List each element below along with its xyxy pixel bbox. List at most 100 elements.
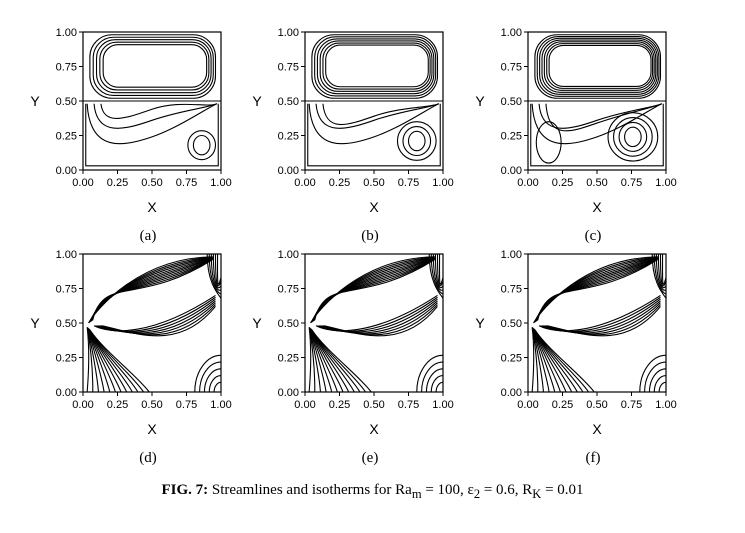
streamline bbox=[326, 45, 429, 87]
isotherm bbox=[654, 376, 666, 392]
x-tick-label: 0.25 bbox=[107, 177, 128, 189]
isotherm bbox=[214, 382, 221, 392]
panel-label: (a) bbox=[140, 228, 157, 244]
y-tick-label: 0.25 bbox=[501, 131, 522, 143]
caption-prefix: FIG. 7: bbox=[161, 482, 208, 498]
streamline bbox=[549, 45, 651, 86]
streamline bbox=[323, 43, 430, 89]
isotherm bbox=[645, 362, 666, 392]
caption-sub-m: m bbox=[412, 487, 422, 501]
panel-label: (b) bbox=[361, 228, 379, 244]
y-tick-label: 1.00 bbox=[278, 249, 299, 261]
x-tick-label: 0.00 bbox=[294, 177, 315, 189]
x-tick-label: 0.75 bbox=[621, 399, 642, 411]
caption-sub-k: K bbox=[532, 487, 541, 501]
isotherm-contours bbox=[87, 254, 221, 392]
isotherm-contours bbox=[532, 254, 666, 392]
streamline bbox=[86, 104, 218, 166]
streamline bbox=[542, 40, 656, 92]
y-tick-label: 0.75 bbox=[56, 284, 77, 296]
caption-eq3: = 0.01 bbox=[541, 482, 583, 498]
streamline-contours bbox=[528, 35, 666, 166]
isotherm bbox=[422, 362, 443, 392]
streamline bbox=[103, 45, 207, 88]
isotherm bbox=[94, 295, 215, 330]
x-axis-label: X bbox=[592, 199, 602, 215]
panel-d: 0.000.00 0.25 0.25 0.50 0.50 0.75 0.75 1.00 1.00… bbox=[30, 249, 231, 466]
streamline bbox=[625, 127, 642, 146]
streamline bbox=[547, 44, 653, 89]
y-tick-label: 1.00 bbox=[501, 249, 522, 261]
panel-label: (d) bbox=[139, 450, 157, 466]
x-tick-label: 0.00 bbox=[72, 177, 93, 189]
panel-label: (e) bbox=[362, 450, 379, 466]
streamline bbox=[323, 104, 439, 125]
x-tick-label: 1.00 bbox=[655, 177, 676, 189]
isotherm bbox=[314, 259, 434, 320]
streamline bbox=[309, 104, 439, 144]
streamline-contours bbox=[305, 35, 443, 166]
x-tick-label: 1.00 bbox=[210, 399, 231, 411]
y-tick-label: 0.25 bbox=[278, 353, 299, 365]
isotherm bbox=[323, 305, 438, 335]
x-axis-label: X bbox=[592, 421, 602, 437]
isotherm bbox=[436, 382, 443, 392]
y-tick-label: 0.50 bbox=[56, 96, 77, 108]
streamline bbox=[100, 42, 209, 90]
y-tick-label: 0.25 bbox=[56, 131, 77, 143]
panel-f: 0.000.000.250.250.500.500.750.751.001.00… bbox=[475, 249, 676, 466]
x-axis-label: X bbox=[369, 199, 379, 215]
figure-7: 0.000.000.250.250.500.500.750.751.001.00… bbox=[0, 0, 745, 480]
streamline bbox=[539, 104, 662, 129]
y-tick-label: 0.00 bbox=[278, 165, 299, 177]
isotherm bbox=[90, 330, 149, 392]
x-tick-label: 1.00 bbox=[210, 177, 231, 189]
y-tick-label: 0.00 bbox=[278, 387, 299, 399]
x-tick-label: 1.00 bbox=[432, 177, 453, 189]
x-axis-label: X bbox=[369, 421, 379, 437]
y-tick-label: 0.00 bbox=[56, 165, 77, 177]
y-tick-label: 0.75 bbox=[278, 284, 299, 296]
streamline bbox=[101, 104, 217, 119]
x-tick-label: 1.00 bbox=[655, 399, 676, 411]
isotherm bbox=[200, 362, 221, 392]
panel-c: 0.000.000.250.250.500.500.750.751.001.00… bbox=[475, 27, 676, 244]
y-axis-label: Y bbox=[475, 315, 485, 331]
y-tick-label: 0.25 bbox=[278, 131, 299, 143]
panel-b: 0.000.00 0.25 0.25 0.50 0.50 0.75 0.75 1.00 1.00… bbox=[252, 27, 453, 244]
y-tick-label: 0.75 bbox=[278, 62, 299, 74]
x-tick-label: 1.00 bbox=[432, 399, 453, 411]
x-axis-label: X bbox=[147, 199, 157, 215]
isotherm bbox=[640, 355, 666, 392]
isotherm bbox=[101, 305, 216, 335]
x-tick-label: 0.50 bbox=[141, 177, 162, 189]
isotherm bbox=[92, 259, 212, 320]
caption-text: Streamlines and isotherms for Ra bbox=[208, 482, 412, 498]
panel-a: 0.000.00 0.25 0.25 0.50 0.50 0.75 0.75 1.00 1.00… bbox=[30, 27, 231, 244]
y-tick-label: 0.75 bbox=[501, 284, 522, 296]
y-tick-label: 1.00 bbox=[56, 249, 77, 261]
panel-label: (c) bbox=[585, 228, 602, 244]
streamline bbox=[531, 104, 663, 166]
x-tick-label: 0.25 bbox=[552, 399, 573, 411]
isotherm bbox=[431, 376, 443, 392]
streamline bbox=[193, 136, 210, 155]
y-tick-label: 0.50 bbox=[278, 96, 299, 108]
x-axis-label: X bbox=[147, 421, 157, 437]
y-axis-label: Y bbox=[30, 93, 40, 109]
y-tick-label: 0.25 bbox=[501, 353, 522, 365]
caption-eq2: = 0.6, R bbox=[480, 482, 532, 498]
y-axis-label: Y bbox=[475, 93, 485, 109]
streamline bbox=[536, 122, 561, 163]
isotherm bbox=[316, 295, 437, 330]
y-tick-label: 0.75 bbox=[56, 62, 77, 74]
y-tick-label: 0.75 bbox=[501, 62, 522, 74]
y-tick-label: 0.00 bbox=[501, 387, 522, 399]
x-tick-label: 0.25 bbox=[107, 399, 128, 411]
isotherm bbox=[546, 305, 661, 335]
y-axis-label: Y bbox=[30, 315, 40, 331]
isotherm-contours bbox=[309, 254, 443, 392]
y-tick-label: 0.50 bbox=[501, 318, 522, 330]
y-axis-label: Y bbox=[252, 93, 262, 109]
isotherm bbox=[535, 330, 594, 392]
